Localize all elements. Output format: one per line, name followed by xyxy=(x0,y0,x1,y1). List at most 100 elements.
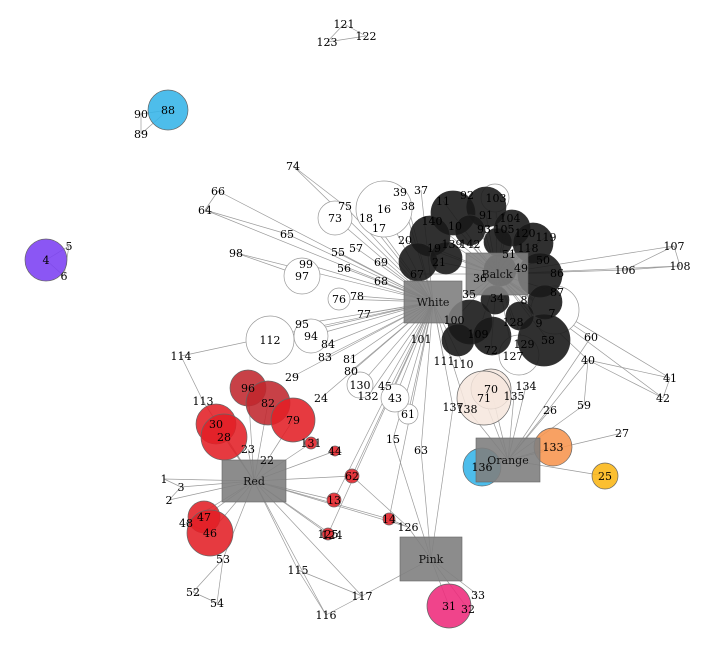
node-label-83: 83 xyxy=(318,351,332,364)
node-label-90: 90 xyxy=(134,108,148,121)
node-label-110: 110 xyxy=(453,358,474,371)
hub-layer: White Balck Red Pink Orange xyxy=(221,252,541,582)
white-node-circle-0 xyxy=(355,180,413,238)
node-label-11: 11 xyxy=(436,195,450,208)
node-label-63: 63 xyxy=(414,444,428,457)
white-node-circle-6 xyxy=(346,371,374,399)
edge-121-123 xyxy=(326,23,345,43)
node-label-126: 126 xyxy=(398,521,419,534)
node-label-21: 21 xyxy=(432,256,446,269)
node-label-82: 82 xyxy=(261,397,275,410)
node-circle-46 xyxy=(186,509,234,557)
node-label-73: 73 xyxy=(328,212,342,225)
node-circle-88 xyxy=(147,89,189,131)
edge-white-125 xyxy=(327,301,434,535)
node-circle-31 xyxy=(426,583,472,629)
edge-121-122 xyxy=(343,23,367,37)
node-label-95: 95 xyxy=(295,318,309,331)
edge-66-64 xyxy=(204,190,219,211)
node-label-135: 135 xyxy=(504,390,525,403)
node-label-91: 91 xyxy=(479,209,493,222)
node-layer xyxy=(24,89,619,629)
node-label-35: 35 xyxy=(462,288,476,301)
node-label-129: 129 xyxy=(514,338,535,351)
node-label-18: 18 xyxy=(359,212,373,225)
node-label-66: 66 xyxy=(211,185,225,198)
node-label-33: 33 xyxy=(471,589,485,602)
edge-116-117 xyxy=(325,595,363,616)
edge-41-42 xyxy=(662,377,671,399)
node-label-17: 17 xyxy=(372,222,386,235)
edge-40-41 xyxy=(587,359,671,379)
node-label-43: 43 xyxy=(388,392,402,405)
node-label-15: 15 xyxy=(386,433,400,446)
node-label-49: 49 xyxy=(514,262,528,275)
hub-label-red: Red xyxy=(243,475,265,488)
edge-122-123 xyxy=(326,35,367,43)
node-circle-25 xyxy=(591,462,619,490)
white-node-circle-5 xyxy=(293,318,329,354)
node-label-130: 130 xyxy=(350,379,371,392)
edge-white-63 xyxy=(420,301,434,451)
node-label-39: 39 xyxy=(393,186,407,199)
hub-box-balck xyxy=(465,252,529,296)
node-label-34: 34 xyxy=(490,292,504,305)
node-label-132: 132 xyxy=(358,390,379,403)
node-label-59: 59 xyxy=(577,399,591,412)
node-label-93: 93 xyxy=(477,223,491,236)
node-circle-4 xyxy=(24,238,68,282)
node-circle-125 xyxy=(321,527,335,541)
node-label-109: 109 xyxy=(468,328,489,341)
node-label-24: 24 xyxy=(314,392,328,405)
node-label-84: 84 xyxy=(321,338,335,351)
node-label-48: 48 xyxy=(179,517,193,530)
node-label-70: 70 xyxy=(484,383,498,396)
node-label-131: 131 xyxy=(301,437,322,450)
node-label-86: 86 xyxy=(550,267,564,280)
edge-40-42 xyxy=(587,359,664,399)
node-label-112: 112 xyxy=(260,334,281,347)
node-label-50: 50 xyxy=(536,254,550,267)
node-label-94: 94 xyxy=(304,330,318,343)
node-circle-131 xyxy=(304,436,318,450)
node-circle-44 xyxy=(329,445,341,457)
node-label-100: 100 xyxy=(444,314,465,327)
node-label-10: 10 xyxy=(448,220,462,233)
node-label-31: 31 xyxy=(442,600,456,613)
node-circle-71 xyxy=(456,370,512,426)
node-label-27: 27 xyxy=(615,427,629,440)
node-label-140: 140 xyxy=(422,215,443,228)
node-label-14: 14 xyxy=(382,513,396,526)
node-label-52: 52 xyxy=(186,586,200,599)
hub-box-orange xyxy=(475,437,541,483)
node-label-8: 8 xyxy=(521,294,528,307)
node-label-1: 1 xyxy=(161,473,168,486)
node-label-103: 103 xyxy=(486,192,507,205)
node-label-138: 138 xyxy=(457,403,478,416)
node-label-42: 42 xyxy=(656,392,670,405)
node-label-54: 54 xyxy=(210,597,224,610)
edge-1-3 xyxy=(163,478,182,488)
node-label-5: 5 xyxy=(66,240,73,253)
node-label-19: 19 xyxy=(427,242,441,255)
node-label-108: 108 xyxy=(670,260,691,273)
node-label-60: 60 xyxy=(584,331,598,344)
node-label-87: 87 xyxy=(550,286,564,299)
node-circle-14 xyxy=(382,512,396,526)
node-label-4: 4 xyxy=(43,254,50,267)
node-label-104: 104 xyxy=(500,212,521,225)
node-label-88: 88 xyxy=(161,104,175,117)
node-label-13: 13 xyxy=(327,494,341,507)
node-label-57: 57 xyxy=(349,242,363,255)
node-label-120: 120 xyxy=(515,227,536,240)
node-label-121: 121 xyxy=(334,18,355,31)
node-label-89: 89 xyxy=(134,128,148,141)
node-label-51: 51 xyxy=(502,248,516,261)
node-label-32: 32 xyxy=(461,603,475,616)
node-label-25: 25 xyxy=(598,470,612,483)
node-label-114: 114 xyxy=(171,350,192,363)
node-label-124: 124 xyxy=(322,529,343,542)
node-label-44: 44 xyxy=(328,445,342,458)
hub-box-red xyxy=(221,459,287,503)
node-label-139: 139 xyxy=(442,238,463,251)
